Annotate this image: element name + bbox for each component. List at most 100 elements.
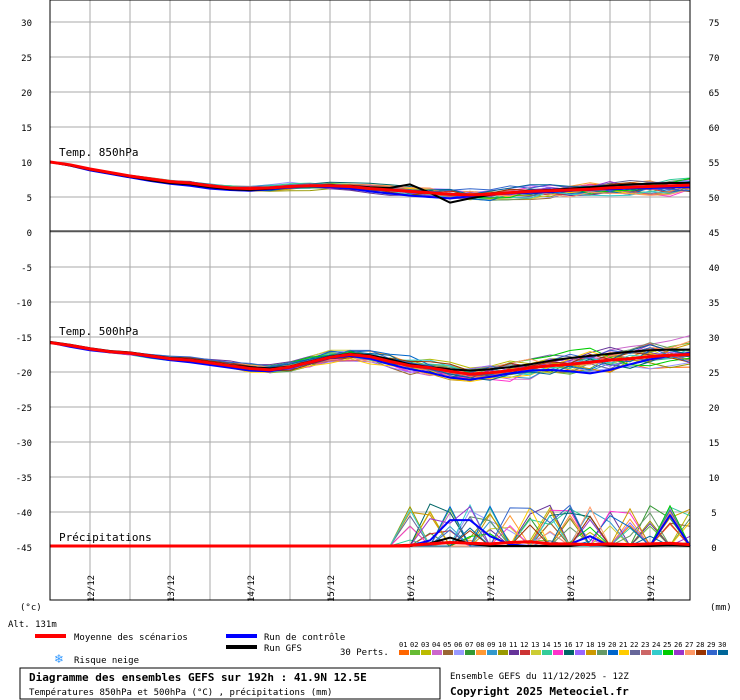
right-tick-label: 25 (709, 369, 720, 379)
right-tick-label: 50 (709, 194, 720, 204)
right-tick-label: 35 (709, 299, 720, 309)
main-series (49, 160, 691, 548)
run-label: Ensemble GEFS du 11/12/2025 - 12Z (450, 672, 629, 682)
pert-legend-swatch (531, 650, 541, 655)
pert-legend-id: 16 (564, 641, 572, 649)
pert-legend-id: 18 (586, 641, 594, 649)
left-tick-label: -40 (16, 509, 32, 519)
pert-legend-swatch (410, 650, 420, 655)
series-t500-mean (49, 341, 691, 376)
left-tick-label: 0 (27, 229, 32, 239)
left-tick-label: 30 (21, 19, 32, 29)
pert-legend-id: 22 (630, 641, 638, 649)
right-tick-label: 20 (709, 404, 720, 414)
right-tick-label: 45 (709, 229, 720, 239)
right-tick-label: 65 (709, 89, 720, 99)
x-tick-label: 15/12 (327, 575, 337, 602)
pert-legend-swatch (674, 650, 684, 655)
legend-control-label: Run de contrôle (264, 632, 345, 643)
pert-legend-id: 10 (498, 641, 506, 649)
left-tick-label: -5 (21, 264, 32, 274)
pert-legend-id: 03 (421, 641, 429, 649)
x-tick-label: 16/12 (407, 575, 417, 602)
pert-legend-id: 27 (685, 641, 693, 649)
pert-legend-swatch (520, 650, 530, 655)
right-tick-label: 30 (709, 334, 720, 344)
left-tick-label: 20 (21, 89, 32, 99)
pert-legend-id: 12 (520, 641, 528, 649)
pert-legend-id: 02 (410, 641, 418, 649)
legend-gfs-label: Run GFS (264, 644, 302, 654)
footer-title-box (19, 667, 441, 700)
left-unit-label: (°c) (20, 603, 42, 613)
pert-legend-swatch (465, 650, 475, 655)
x-tick-label: 14/12 (247, 575, 257, 602)
left-tick-label: -45 (16, 544, 32, 554)
pert-legend-id: 29 (707, 641, 715, 649)
bottom-panel-frame (49, 230, 691, 601)
pert-legend-id: 21 (619, 641, 627, 649)
pert-legend-id: 13 (531, 641, 539, 649)
pert-legend-id: 08 (476, 641, 484, 649)
left-tick-label: 25 (21, 54, 32, 64)
pert-legend-swatch (498, 650, 508, 655)
series-t850-mean (49, 160, 691, 197)
pert-legend-swatch (597, 650, 607, 655)
legend-mean-label: Moyenne des scénarios (74, 632, 188, 643)
pert-legend-id: 05 (443, 641, 451, 649)
left-tick-label: -20 (16, 369, 32, 379)
pert-legend-id: 24 (652, 641, 660, 649)
pert-legend-swatch (685, 650, 695, 655)
snowflake-icon: ❄ (54, 652, 64, 666)
left-tick-label: 10 (21, 159, 32, 169)
left-tick-label: -30 (16, 439, 32, 449)
altitude-label: Alt. 131m (8, 620, 57, 630)
pert-legend-id: 25 (663, 641, 671, 649)
pert-legend-id: 30 (718, 641, 726, 649)
right-tick-label: 75 (709, 19, 720, 29)
pert-legend-id: 20 (608, 641, 616, 649)
right-tick-label: 60 (709, 124, 720, 134)
pert-legend-id: 17 (575, 641, 583, 649)
grid (50, 0, 690, 600)
panel-label-t850: Temp. 850hPa (59, 146, 138, 159)
right-tick-label: 70 (709, 54, 720, 64)
pert-legend-swatch (564, 650, 574, 655)
chart-title: Diagramme des ensembles GEFS sur 192h : … (29, 671, 367, 684)
pert-legend-id: 01 (399, 641, 407, 649)
pert-legend-id: 23 (641, 641, 649, 649)
pert-legend: 01 02 03 04 05 06 07 08 09 10 11 12 13 14 15 16 17 18 19 20… (399, 641, 728, 655)
x-tick-label: 18/12 (567, 575, 577, 602)
pert-legend-swatch (608, 650, 618, 655)
left-tick-label: 15 (21, 124, 32, 134)
pert-legend-swatch (707, 650, 717, 655)
pert-legend-swatch (575, 650, 585, 655)
x-tick-label: 19/12 (647, 575, 657, 602)
panel-label-t500: Temp. 500hPa (59, 325, 138, 338)
pert-legend-swatch (652, 650, 662, 655)
pert-legend-swatch (641, 650, 651, 655)
right-unit-label: (mm) (710, 603, 732, 613)
pert-legend-swatch (630, 650, 640, 655)
copyright-label: Copyright 2025 Meteociel.fr (450, 685, 629, 698)
pert-legend-swatch (432, 650, 442, 655)
pert-legend-swatch (542, 650, 552, 655)
panel-label-precip: Précipitations (59, 531, 152, 544)
x-tick-label: 13/12 (167, 575, 177, 602)
right-tick-label: 0 (711, 544, 716, 554)
pert-legend-id: 26 (674, 641, 682, 649)
left-tick-label: -10 (16, 299, 32, 309)
pert-legend-swatch (454, 650, 464, 655)
pert-legend-swatch (487, 650, 497, 655)
right-tick-label: 55 (709, 159, 720, 169)
pert-legend-swatch (399, 650, 409, 655)
pert-legend-id: 15 (553, 641, 561, 649)
pert-legend-swatch (696, 650, 706, 655)
chart-subtitle: Températures 850hPa et 500hPa (°C) , pré… (29, 687, 332, 698)
pert-legend-swatch (476, 650, 486, 655)
right-tick-label: 15 (709, 439, 720, 449)
pert-legend-id: 19 (597, 641, 605, 649)
left-tick-label: -35 (16, 474, 32, 484)
